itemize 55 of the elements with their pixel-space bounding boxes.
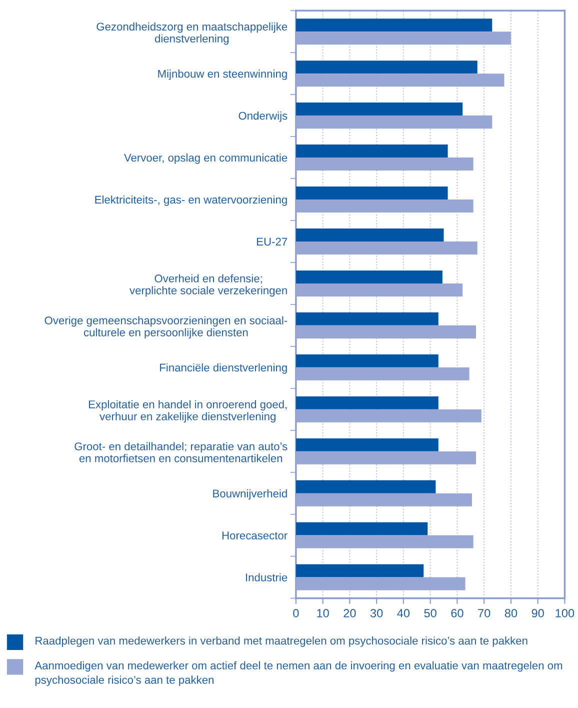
bar	[296, 283, 463, 296]
y-tick-label: Gezondheidszorg en maatschappelijke dienstverlening	[96, 22, 288, 45]
bar	[296, 74, 504, 87]
bar	[296, 367, 470, 380]
y-tick-label: Overheid en defensie; verplichte sociale verzekeringen	[130, 274, 287, 297]
bar	[296, 241, 478, 254]
bar	[296, 409, 482, 422]
bar	[296, 102, 463, 116]
bar	[296, 438, 438, 452]
bar	[296, 158, 474, 171]
x-tick-label: 90	[532, 608, 544, 618]
bar	[296, 200, 474, 213]
bar	[296, 116, 492, 129]
bar	[296, 228, 444, 242]
y-tick-label: Elektriciteits-, gas- en watervoorziening	[95, 195, 287, 206]
bar	[296, 60, 478, 74]
bar	[296, 451, 476, 464]
bar	[296, 312, 438, 326]
bar	[296, 186, 448, 200]
bar	[296, 522, 428, 536]
bar	[296, 396, 438, 410]
bar	[296, 32, 511, 45]
bar	[296, 577, 466, 590]
y-tick-label: Overige gemeenschapsvoorzieningen en sociaal- culturele en persoonlijke diensten	[44, 316, 288, 339]
bar	[296, 270, 442, 284]
y-tick-label: Groot- en detailhandel; reparatie van auto’s en motorfietsen en consumentenartikelen	[74, 442, 288, 462]
y-tick-label: Exploitatie en handel in onroerend goed, verhuur en zakelijke dienstverlening	[88, 400, 287, 422]
x-tick-label: 50	[424, 608, 436, 618]
bar	[296, 325, 476, 338]
bar	[296, 480, 436, 494]
x-tick-label: 20	[344, 608, 356, 618]
bar	[296, 354, 438, 368]
legend-label: Aanmoedigen van medewerker om actief deel te nemen aan de invoering en evaluatie van maatregelen om psychosociale risico’s aan te pakken	[34, 661, 562, 686]
y-tick-label: Financiële dienstverlening	[160, 363, 287, 374]
bar	[296, 493, 472, 506]
x-tick-label: 60	[451, 608, 464, 618]
y-tick-label: Bouwnijverheid	[213, 489, 287, 500]
y-tick-label: Vervoer, opslag en communicatie	[124, 154, 288, 164]
x-tick-label: 30	[370, 608, 383, 618]
bar	[296, 144, 448, 158]
x-tick-label: 80	[504, 608, 518, 618]
y-tick-label: EU-27	[257, 238, 288, 246]
bar	[296, 18, 492, 32]
x-tick-label: 100	[556, 608, 574, 618]
bar	[296, 535, 474, 548]
x-tick-label: 40	[397, 608, 410, 618]
bar	[296, 564, 424, 578]
y-tick-label: Mijnbouw en steenwinning	[158, 70, 287, 80]
legend-label: Raadplegen van medewerkers in verband met maatregelen om psychosociale risico’s aan te pakken	[36, 636, 528, 647]
x-tick-label: 10	[317, 608, 329, 618]
y-tick-label: Horecasector	[222, 532, 288, 540]
x-tick-label: 70	[478, 608, 490, 618]
x-tick-label: 0	[293, 608, 299, 618]
y-tick-label: Onderwijs	[238, 112, 288, 122]
y-tick-label: Industrie	[246, 573, 288, 582]
